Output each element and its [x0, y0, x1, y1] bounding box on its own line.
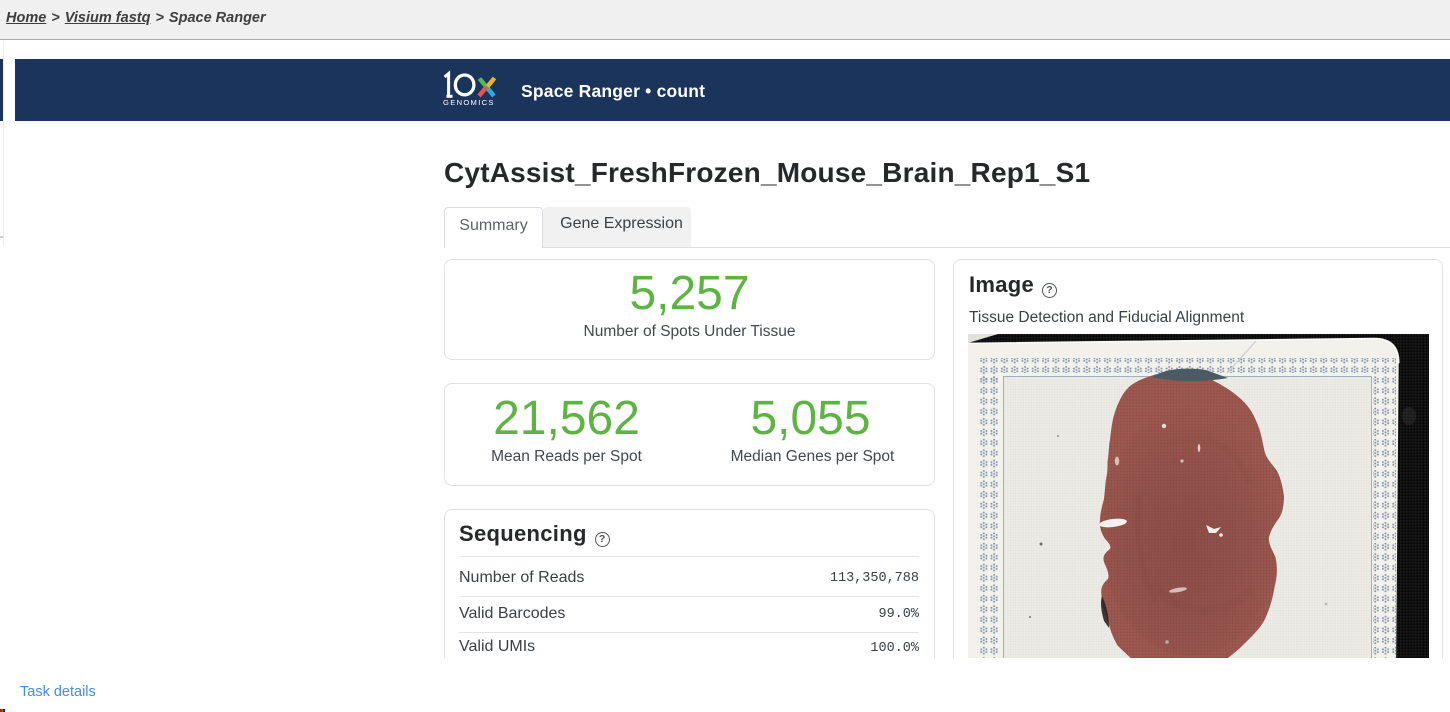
svg-text:GENOMICS: GENOMICS	[443, 98, 495, 107]
